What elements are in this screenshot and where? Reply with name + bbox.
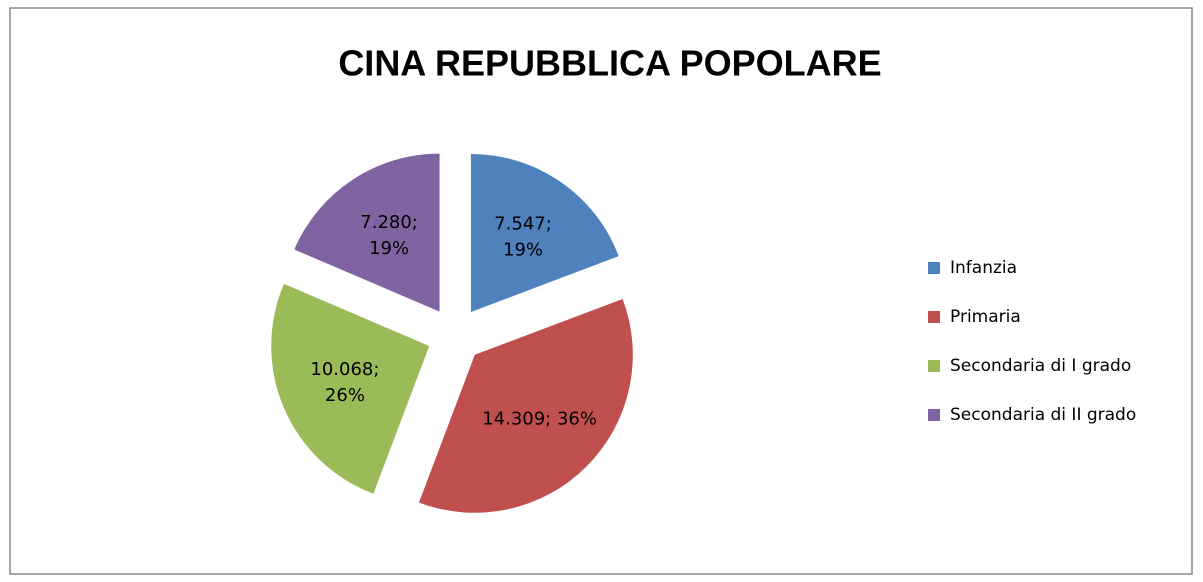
legend-swatch [928,311,940,323]
legend-swatch [928,409,940,421]
legend-swatch [928,360,940,372]
pie-slice [271,283,430,494]
chart-title: CINA REPUBBLICA POPOLARE [338,43,881,84]
data-label: 14.309; 36% [482,409,597,430]
chart-border [9,7,1193,575]
data-label: 7.280; 19% [360,212,418,259]
pie-slice [470,153,619,312]
legend-label: Infanzia [950,258,1017,278]
legend-label: Secondaria di II grado [950,405,1136,425]
legend-label: Primaria [950,307,1021,327]
legend-label: Secondaria di I grado [950,356,1131,376]
data-label: 7.547; 19% [494,214,552,261]
legend-swatch [928,262,940,274]
pie-slice [294,153,440,312]
pie-slice [418,298,633,513]
data-label: 10.068; 26% [310,359,379,406]
